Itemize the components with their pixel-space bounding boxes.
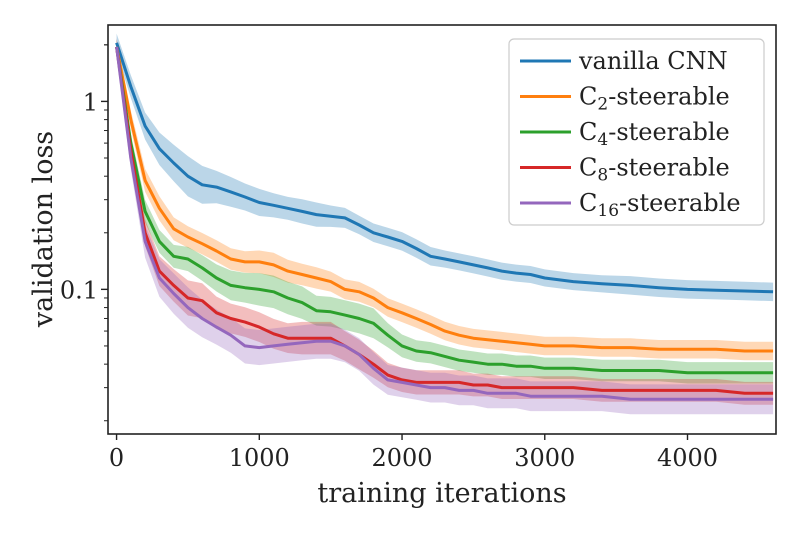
line-c2-steerable (115, 46, 774, 353)
legend-label-c8-steerable: C8-steerable (579, 154, 730, 186)
line-c8-steerable (115, 46, 774, 395)
legend-label-vanilla-cnn: vanilla CNN (578, 47, 728, 75)
x-tick-label: 1000 (229, 444, 290, 472)
y-axis-label: validation loss (28, 131, 59, 328)
line-c16-steerable (115, 46, 774, 401)
legend-label-c4-steerable: C4-steerable (579, 118, 730, 150)
legend-box (508, 38, 765, 226)
series-lines (115, 42, 774, 401)
x-axis-label: training iterations (317, 478, 566, 509)
band-c4-steerable (116, 39, 774, 384)
legend-label-c16-steerable: C16-steerable (579, 189, 741, 221)
y-axis-ticks: 0.11 (60, 44, 108, 422)
legend-label-c2-steerable: C2-steerable (579, 83, 730, 115)
x-tick-label: 3000 (514, 444, 575, 472)
x-tick-label: 2000 (371, 444, 432, 472)
confidence-bands (116, 33, 774, 415)
y-tick-label: 1 (83, 88, 98, 116)
x-tick-label: 0 (109, 444, 124, 472)
y-tick-label: 0.1 (60, 276, 98, 304)
line-vanilla-cnn (115, 42, 774, 294)
x-tick-label: 4000 (657, 444, 718, 472)
line-c4-steerable (115, 46, 774, 375)
x-axis-ticks: 0 1000 2000 3000 4000 (109, 434, 718, 472)
plot-frame (107, 24, 777, 435)
